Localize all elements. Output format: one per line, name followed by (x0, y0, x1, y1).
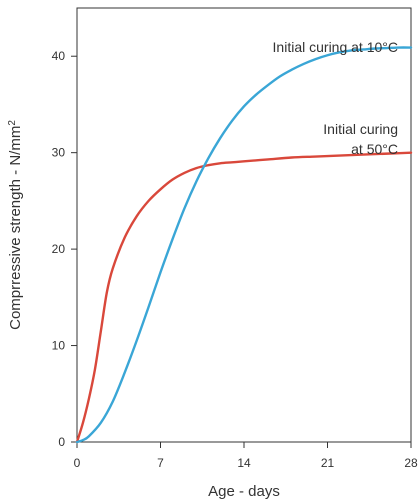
y-tick-label: 10 (52, 339, 66, 353)
x-tick-label: 21 (321, 456, 335, 470)
series-line-50c (75, 151, 413, 444)
y-tick-label: 0 (58, 435, 65, 449)
y-tick-label: 20 (52, 242, 66, 256)
y-axis-label-superscript: 2 (7, 120, 18, 126)
x-tick-label: 14 (237, 456, 251, 470)
y-axis-label: Comprressive strength - N/mm2 (7, 120, 25, 330)
plot-frame (76, 7, 412, 443)
y-tick-label: 40 (52, 49, 66, 63)
y-axis-label-text: Comprressive strength - N/mm (7, 126, 24, 330)
annotation-line: Initial curing (323, 121, 398, 137)
series-layer (75, 46, 413, 444)
annotation-line: at 50°C (351, 141, 398, 157)
annotation-layer: Initial curing at 10°C Initial curing at 5… (273, 39, 398, 157)
x-axis: 0 7 14 21 28 (74, 442, 418, 470)
annotation-line: Initial curing at 10°C (273, 39, 398, 55)
x-axis-label: Age - days (208, 483, 280, 500)
y-tick-label: 30 (52, 146, 66, 160)
y-axis: 0 10 20 30 40 (52, 49, 77, 449)
annotation-10c: Initial curing at 10°C (273, 39, 398, 55)
x-tick-label: 0 (74, 456, 81, 470)
annotation-50c: Initial curing at 50°C (323, 121, 398, 157)
x-tick-label: 7 (157, 456, 164, 470)
series-line-10c (75, 46, 413, 444)
x-tick-label: 28 (404, 456, 418, 470)
